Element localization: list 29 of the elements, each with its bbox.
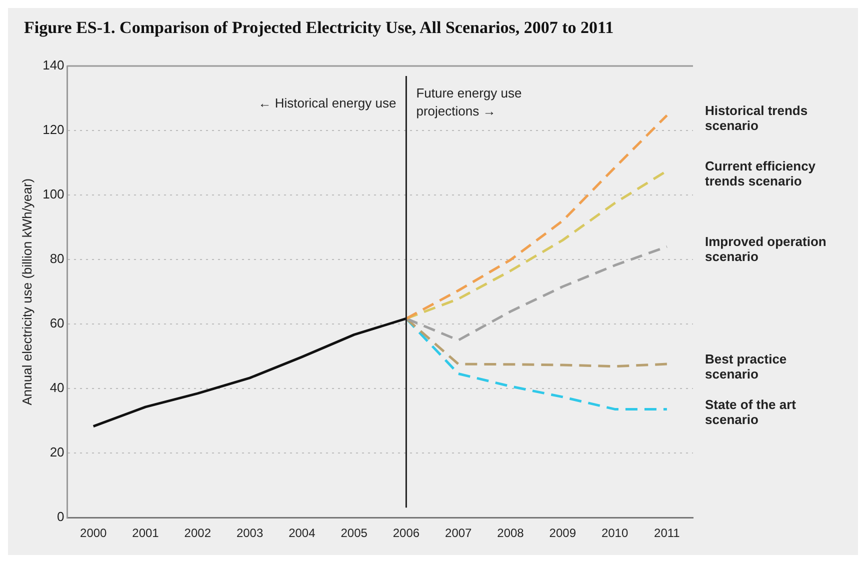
x-tick-label: 2008 [497, 526, 524, 540]
y-tick-label: 100 [42, 186, 64, 202]
annotation: Future energy use projections → [416, 86, 522, 119]
text: Historical trends scenario [705, 102, 808, 133]
y-tick-label: 120 [42, 122, 64, 138]
y-tick-label: 40 [50, 380, 64, 396]
x-tick-label: 2009 [549, 526, 576, 540]
x-tick-label: 2006 [392, 526, 420, 540]
text: Current efficiency trends scenario [705, 158, 816, 188]
y-tick-label: 80 [50, 251, 64, 266]
annotation: ← Historical energy use [258, 96, 396, 111]
x-tick-label: 2000 [80, 526, 108, 540]
y-tick-label: 60 [50, 316, 64, 331]
x-tick-label: 2007 [445, 526, 472, 540]
y-axis-title: Annual electricity use (billion kWh/year) [19, 178, 34, 406]
chart-title: Figure ES-1. Comparison of Projected Electricity Use, All Scenarios, 2007 to 2011 [24, 18, 614, 38]
x-tick-label: 2004 [288, 526, 316, 540]
x-tick-label: 2003 [236, 526, 264, 540]
text: Improved operation scenario [705, 234, 826, 264]
y-tick-label: 0 [57, 509, 64, 524]
x-tick-label: 2011 [654, 526, 680, 540]
text: State of the art scenario [705, 396, 797, 427]
y-tick-label: 20 [50, 444, 64, 460]
x-tick-label: 2002 [184, 526, 212, 540]
x-tick-label: 2005 [340, 526, 368, 540]
x-tick-label: 2010 [601, 526, 628, 540]
x-tick-label: 2001 [132, 526, 160, 540]
y-tick-label: 140 [42, 58, 64, 73]
text: Best practice scenario [705, 352, 787, 382]
